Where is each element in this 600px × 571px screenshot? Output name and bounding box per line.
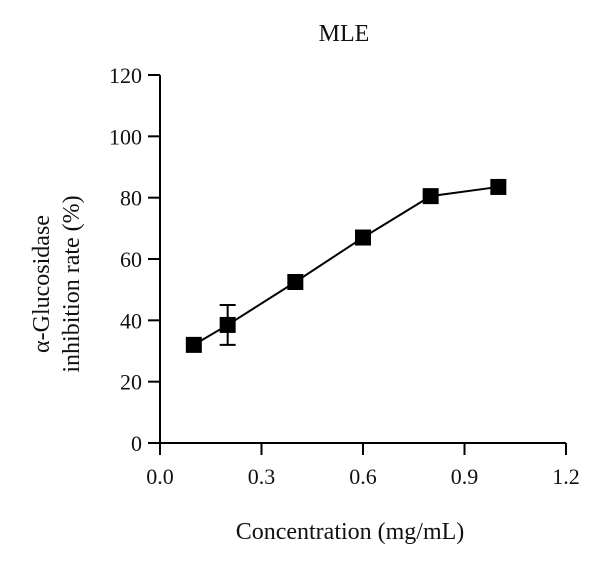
series-layer [185, 178, 507, 353]
x-tick-label: 0.9 [451, 464, 479, 489]
data-point [185, 336, 202, 353]
data-point [490, 178, 507, 195]
data-point [422, 188, 439, 205]
y-axis-label-line-2: inhibition rate (%) [59, 195, 85, 372]
data-point [287, 274, 304, 290]
y-axis-label-line-1: α-Glucosidase [29, 215, 55, 353]
y-tick-label: 0 [131, 431, 142, 456]
y-tick-label: 80 [120, 186, 142, 211]
x-axis: 0.0 0.3 0.6 0.9 1.2 [146, 442, 580, 489]
x-tick-label: 0.3 [248, 464, 276, 489]
x-tick-label: 0.6 [349, 464, 377, 489]
data-point [355, 229, 371, 246]
data-point [219, 316, 236, 333]
y-axis-label: α-Glucosidase inhibition rate (%) [29, 195, 85, 372]
x-tick-label: 1.2 [552, 464, 580, 489]
y-tick-label: 100 [109, 124, 142, 149]
y-tick-label: 120 [109, 63, 142, 88]
y-tick-label: 60 [120, 247, 142, 272]
x-axis-label: Concentration (mg/mL) [236, 519, 465, 545]
y-tick-label: 40 [120, 308, 142, 333]
x-tick-label: 0.0 [146, 464, 174, 489]
series-line [193, 185, 499, 346]
chart-title: MLE [319, 21, 370, 47]
y-tick-label: 20 [120, 370, 142, 395]
y-axis: 0 20 40 60 80 100 120 [109, 63, 161, 456]
